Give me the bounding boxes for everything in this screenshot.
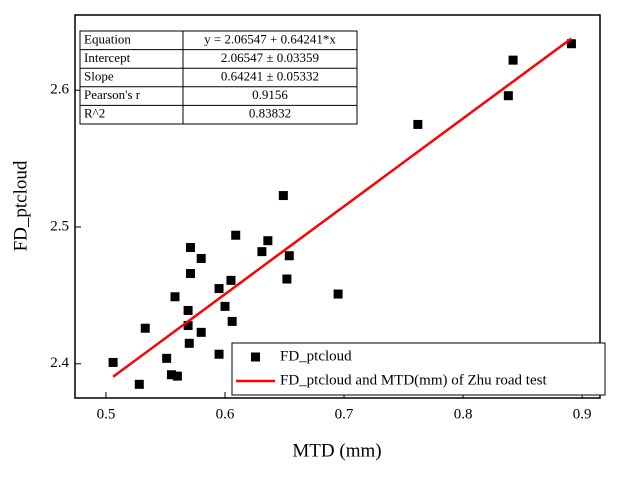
table-value: y = 2.06547 + 0.64241*x (204, 31, 336, 46)
point (282, 274, 292, 284)
legend-label: FD_ptcloud and MTD(mm) of Zhu road test (280, 372, 547, 388)
table-value: 2.06547 ± 0.03359 (221, 50, 319, 65)
point (183, 305, 193, 315)
table-label: Intercept (84, 50, 131, 65)
legend-swatch (251, 352, 260, 362)
x-tick-label: 0.5 (97, 406, 116, 422)
point (333, 289, 343, 299)
point (108, 357, 118, 367)
stats-table (79, 30, 358, 125)
point (278, 191, 288, 201)
point (508, 55, 518, 65)
point (196, 253, 206, 263)
point (566, 39, 576, 49)
point (413, 119, 423, 129)
legend (231, 342, 606, 396)
point (257, 247, 267, 257)
table-value: 0.83832 (249, 106, 291, 121)
x-tick-label: 0.6 (216, 406, 235, 422)
legend-label: FD_ptcloud (280, 348, 352, 364)
table-value: 0.64241 ± 0.05332 (221, 68, 319, 83)
x-tick-label: 0.8 (454, 406, 473, 422)
y-tick-label: 2.6 (50, 82, 69, 98)
point (196, 327, 206, 337)
point (284, 251, 294, 261)
table-label: Slope (84, 68, 114, 83)
fit-line (112, 37, 573, 378)
table-label: R^2 (84, 106, 105, 121)
point (166, 370, 176, 380)
point (172, 371, 182, 381)
point (134, 379, 144, 389)
point (214, 284, 224, 294)
point (231, 230, 241, 240)
y-tick-label: 2.4 (50, 355, 69, 371)
y-axis-label: FD_ptcloud (10, 160, 31, 251)
x-axis-label: MTD (mm) (292, 440, 381, 461)
point (226, 275, 236, 285)
point (220, 301, 230, 311)
plot-frame (74, 14, 601, 399)
point (214, 349, 224, 359)
table-label: Equation (84, 31, 131, 46)
x-tick-label: 0.7 (335, 406, 354, 422)
point (503, 91, 513, 101)
point (184, 338, 194, 348)
point (185, 269, 195, 279)
point (140, 323, 150, 333)
point (185, 243, 195, 253)
table-label: Pearson's r (84, 87, 141, 102)
point (162, 353, 172, 363)
point (263, 236, 273, 246)
y-tick-label: 2.5 (50, 218, 69, 234)
point (183, 321, 193, 331)
x-tick-label: 0.9 (573, 406, 592, 422)
point (170, 292, 180, 302)
table-value: 0.9156 (252, 87, 288, 102)
point (227, 316, 237, 326)
